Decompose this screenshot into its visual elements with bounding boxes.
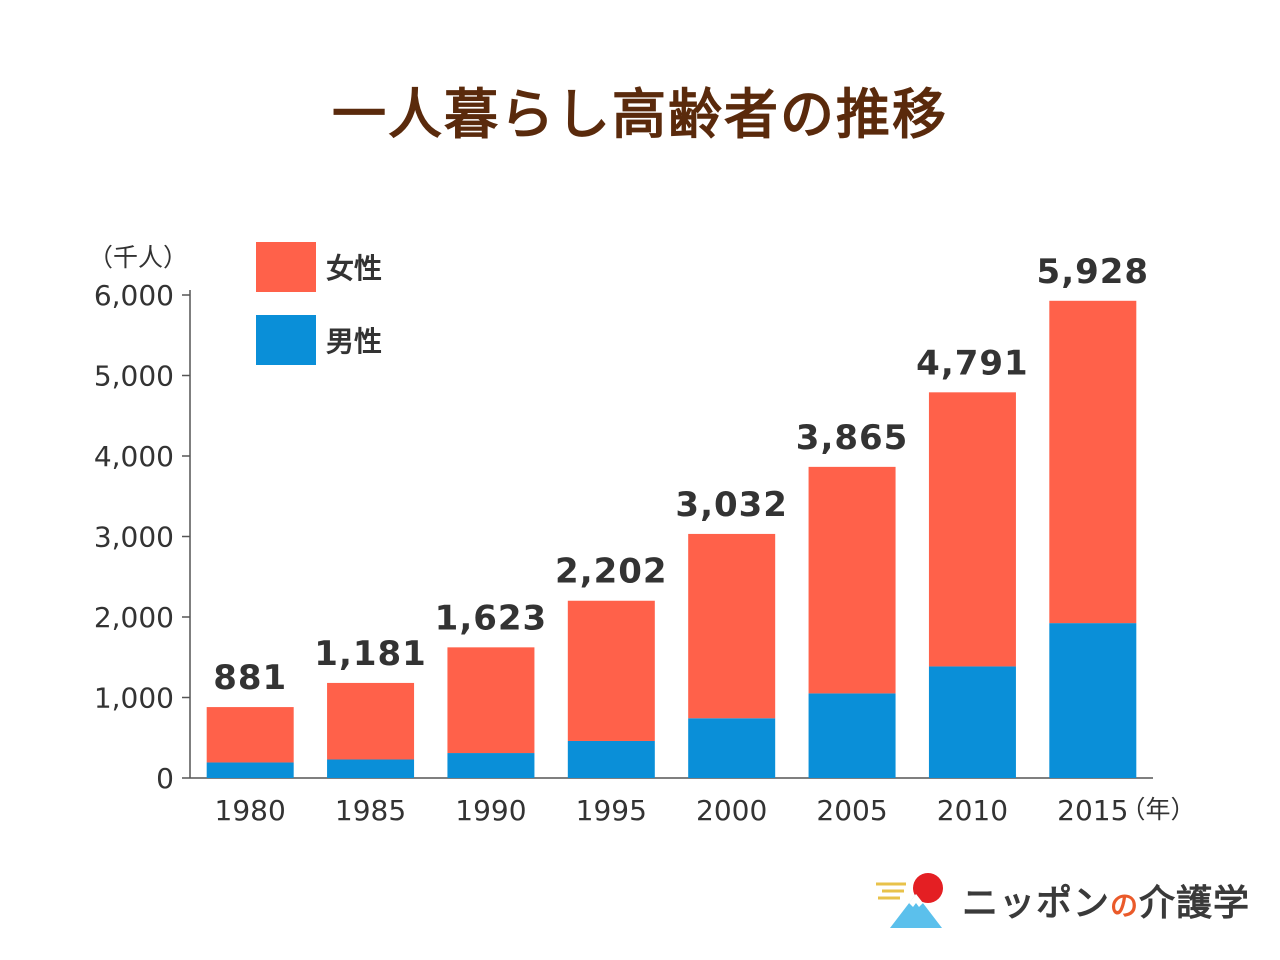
- y-tick-label: 2,000: [94, 601, 174, 634]
- bar-segment-female: [567, 600, 655, 741]
- x-tick-label: 2015: [1057, 794, 1128, 827]
- bar-total-label: 881: [213, 658, 287, 698]
- bar-segment-female: [1049, 300, 1137, 624]
- bar-total-label: 3,865: [796, 418, 909, 458]
- x-axis-unit: （年）: [1120, 795, 1195, 824]
- legend-label: 女性: [326, 252, 382, 285]
- x-tick-label: 2000: [696, 794, 767, 827]
- x-tick-label: 1990: [455, 794, 526, 827]
- brand-name: ニッポンの介護学: [961, 883, 1250, 924]
- y-axis-unit: （千人）: [88, 243, 188, 272]
- legend-label: 男性: [326, 325, 382, 358]
- bar-segment-male: [447, 753, 535, 778]
- bar-segment-female: [206, 707, 294, 763]
- bar-segment-male: [1049, 623, 1137, 778]
- y-tick-label: 0: [156, 762, 174, 795]
- brand-logo: ニッポンの介護学: [875, 870, 1250, 930]
- legend-swatch: [256, 315, 316, 365]
- y-tick-label: 4,000: [94, 440, 174, 473]
- bar-segment-male: [808, 693, 896, 778]
- bar-total-label: 1,623: [435, 598, 548, 638]
- chart-title: 一人暮らし高齢者の推移: [332, 83, 948, 146]
- bar-segment-male: [688, 718, 776, 778]
- bar-segment-male: [567, 740, 655, 778]
- y-tick-label: 5,000: [94, 360, 174, 393]
- bar-segment-female: [327, 682, 415, 760]
- bar-total-label: 1,181: [314, 634, 427, 674]
- bar-segment-male: [327, 759, 415, 778]
- x-tick-label: 1980: [215, 794, 286, 827]
- bar-segment-female: [447, 647, 535, 754]
- y-tick-label: 6,000: [94, 279, 174, 312]
- bar-total-label: 2,202: [555, 552, 668, 592]
- x-tick-label: 1985: [335, 794, 406, 827]
- legend-swatch: [256, 242, 316, 292]
- bar-segment-male: [206, 762, 294, 778]
- x-tick-label: 2010: [937, 794, 1008, 827]
- bar-total-label: 4,791: [916, 343, 1029, 383]
- bar-total-label: 5,928: [1037, 252, 1150, 292]
- bar-segment-female: [808, 466, 896, 694]
- x-tick-label: 2005: [816, 794, 887, 827]
- bar-segment-male: [928, 666, 1016, 778]
- mount-fuji-logo-icon: [875, 873, 943, 928]
- y-tick-label: 3,000: [94, 521, 174, 554]
- bar-segment-female: [928, 392, 1016, 667]
- bar-total-label: 3,032: [675, 485, 788, 525]
- x-tick-label: 1995: [576, 794, 647, 827]
- y-tick-label: 1,000: [94, 682, 174, 715]
- bar-segment-female: [688, 533, 776, 719]
